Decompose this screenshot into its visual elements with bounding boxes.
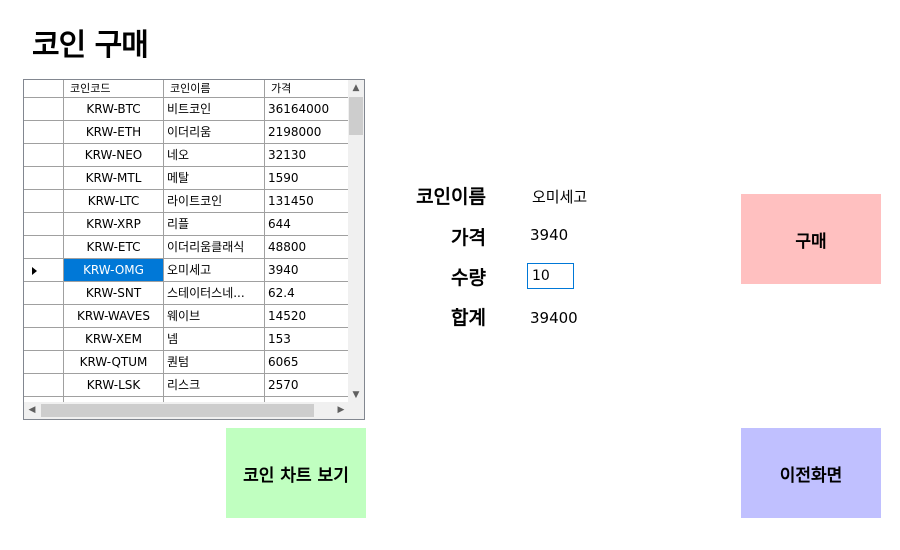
cell-name[interactable]: 스테이터스네... [164,282,265,305]
cell-price[interactable]: 2198000 [265,121,349,144]
cell-name[interactable]: 비트코인 [164,98,265,121]
quantity-label: 수량 [451,267,486,289]
row-header[interactable] [24,236,64,259]
table-row[interactable]: KRW-XEM 넴 153 [24,328,349,351]
coin-grid[interactable]: 코인코드 코인이름 가격 KRW-BTC 비트코인 36164000 KRW-ETH 이… [23,79,365,420]
cell-price[interactable]: 131450 [265,190,349,213]
grid-header-corner [24,80,64,97]
cell-code[interactable]: KRW-XEM [64,328,164,351]
cell-code[interactable] [64,397,164,403]
quantity-input[interactable] [527,263,574,289]
row-header[interactable] [24,328,64,351]
horizontal-scroll-thumb[interactable] [41,404,314,417]
table-row[interactable]: KRW-SNT 스테이터스네... 62.4 [24,282,349,305]
cell-price[interactable]: 36164000 [265,98,349,121]
table-row[interactable]: KRW-ETH 이더리움 2198000 [24,121,349,144]
cell-price[interactable]: 644 [265,213,349,236]
row-header[interactable] [24,213,64,236]
row-header[interactable] [24,397,64,403]
page-title: 코인 구매 [32,28,149,63]
cell-code[interactable]: KRW-SNT [64,282,164,305]
row-header[interactable] [24,167,64,190]
total-value: 39400 [530,309,578,327]
column-header-code[interactable]: 코인코드 [64,80,164,97]
table-row[interactable]: KRW-NEO 네오 32130 [24,144,349,167]
row-header[interactable] [24,305,64,328]
chevron-down-icon[interactable]: ▼ [352,390,360,400]
cell-price[interactable]: 48800 [265,236,349,259]
column-header-name[interactable]: 코인이름 [164,80,265,97]
coin-name-value: 오미세고 [532,188,588,206]
table-row[interactable]: KRW-QTUM 퀀텀 6065 [24,351,349,374]
cell-name[interactable] [164,397,265,403]
cell-code[interactable]: KRW-NEO [64,144,164,167]
row-header[interactable] [24,190,64,213]
cell-price[interactable]: 153 [265,328,349,351]
cell-code[interactable]: KRW-QTUM [64,351,164,374]
cell-name[interactable]: 웨이브 [164,305,265,328]
cell-code[interactable]: KRW-LSK [64,374,164,397]
cell-price[interactable]: 62.4 [265,282,349,305]
row-header[interactable] [24,98,64,121]
row-header[interactable] [24,351,64,374]
grid-header: 코인코드 코인이름 가격 [24,80,349,98]
cell-code[interactable]: KRW-XRP [64,213,164,236]
cell-price[interactable]: 2570 [265,374,349,397]
table-row[interactable]: KRW-ETC 이더리움클래식 48800 [24,236,349,259]
cell-code[interactable]: KRW-BTC [64,98,164,121]
vertical-scrollbar[interactable]: ▲ ▼ [348,80,364,403]
cell-code[interactable]: KRW-MTL [64,167,164,190]
cell-name[interactable]: 이더리움클래식 [164,236,265,259]
price-label: 가격 [451,227,486,249]
cell-name[interactable]: 오미세고 [164,259,265,282]
back-button[interactable]: 이전화면 [741,428,881,518]
cell-name[interactable]: 네오 [164,144,265,167]
cell-code[interactable]: KRW-LTC [64,190,164,213]
grid-body: KRW-BTC 비트코인 36164000 KRW-ETH 이더리움 2198000 KRW… [24,98,349,403]
cell-name[interactable]: 리플 [164,213,265,236]
chevron-left-icon[interactable]: ◀ [28,405,36,415]
cell-code[interactable]: KRW-OMG [64,259,164,282]
cell-code[interactable]: KRW-WAVES [64,305,164,328]
coin-chart-button[interactable]: 코인 차트 보기 [226,428,366,518]
row-header[interactable] [24,282,64,305]
cell-price[interactable]: 3940 [265,259,349,282]
cell-code[interactable]: KRW-ETC [64,236,164,259]
row-pointer-icon [32,267,37,275]
chevron-up-icon[interactable]: ▲ [352,83,360,93]
row-header[interactable] [24,144,64,167]
row-header[interactable] [24,121,64,144]
table-row[interactable]: KRW-LSK 리스크 2570 [24,374,349,397]
cell-name[interactable]: 라이트코인 [164,190,265,213]
scrollbar-corner [348,402,364,419]
chevron-right-icon[interactable]: ▶ [337,405,345,415]
buy-button[interactable]: 구매 [741,194,881,284]
price-value: 3940 [530,226,569,244]
cell-name[interactable]: 메탈 [164,167,265,190]
coin-name-label: 코인이름 [416,186,486,208]
cell-code[interactable]: KRW-ETH [64,121,164,144]
cell-price[interactable]: 6065 [265,351,349,374]
total-label: 합계 [451,307,486,329]
cell-name[interactable]: 퀀텀 [164,351,265,374]
cell-name[interactable]: 리스크 [164,374,265,397]
row-header[interactable] [24,374,64,397]
cell-price[interactable]: 1590 [265,167,349,190]
table-row[interactable]: KRW-WAVES 웨이브 14520 [24,305,349,328]
table-row[interactable]: KRW-MTL 메탈 1590 [24,167,349,190]
row-header[interactable] [24,259,64,282]
table-row[interactable]: KRW-XRP 리플 644 [24,213,349,236]
column-header-price[interactable]: 가격 [265,80,349,97]
cell-price[interactable]: 14520 [265,305,349,328]
horizontal-scrollbar[interactable]: ◀ ▶ [24,402,349,419]
cell-price[interactable]: 32130 [265,144,349,167]
table-row[interactable]: KRW-OMG 오미세고 3940 [24,259,349,282]
table-row[interactable]: KRW-BTC 비트코인 36164000 [24,98,349,121]
table-row[interactable]: KRW-LTC 라이트코인 131450 [24,190,349,213]
cell-name[interactable]: 넴 [164,328,265,351]
vertical-scroll-thumb[interactable] [349,97,363,135]
cell-name[interactable]: 이더리움 [164,121,265,144]
